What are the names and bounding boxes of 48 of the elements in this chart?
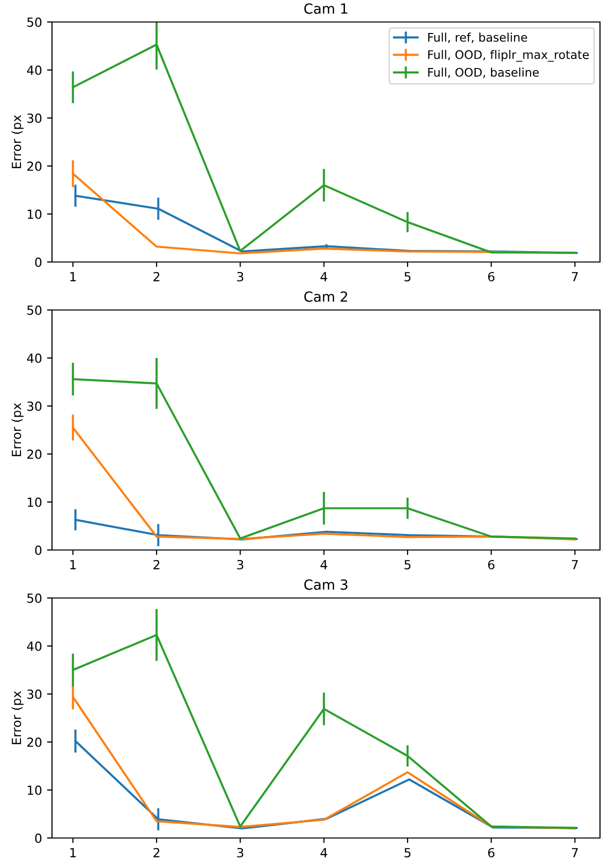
y-tick-label: 40 <box>26 353 42 363</box>
x-tick-label: 3 <box>237 848 244 858</box>
y-tick-label: 0 <box>35 545 42 555</box>
x-tick-label: 4 <box>320 272 328 282</box>
y-axis-title: Error (px <box>12 691 24 744</box>
x-tick-label: 6 <box>488 560 494 570</box>
x-tick-label: 7 <box>572 848 578 858</box>
x-tick-label: 4 <box>320 560 328 570</box>
legend-label: Full, ref, baseline <box>428 32 528 43</box>
y-tick-label: 40 <box>26 65 42 75</box>
y-tick-label: 50 <box>27 17 42 27</box>
x-tick-label: 6 <box>488 272 494 282</box>
x-tick-label: 7 <box>572 272 578 282</box>
y-tick-label: 30 <box>27 689 42 699</box>
x-tick-label: 5 <box>404 560 410 570</box>
y-tick-label: 50 <box>27 593 42 603</box>
y-tick-label: 10 <box>28 209 42 219</box>
y-tick-label: 0 <box>35 833 42 843</box>
x-tick-label: 1 <box>70 848 76 858</box>
legend-label: Full, OOD, fliplr_max_rotate <box>428 50 589 62</box>
y-axis-title: Error (px <box>12 403 24 456</box>
y-tick-label: 20 <box>27 161 42 171</box>
y-tick-label: 20 <box>27 737 42 747</box>
x-tick-label: 2 <box>154 272 160 282</box>
x-tick-label: 2 <box>154 560 160 570</box>
chart-title: Cam 3 <box>304 579 348 590</box>
y-tick-label: 30 <box>27 401 42 411</box>
x-tick-label: 1 <box>70 272 76 282</box>
x-tick-label: 3 <box>237 560 244 570</box>
y-tick-label: 10 <box>28 785 42 795</box>
y-tick-label: 40 <box>26 641 42 651</box>
chart-title: Cam 2 <box>304 291 348 302</box>
chart-title: Cam 1 <box>304 3 348 14</box>
y-tick-label: 50 <box>27 305 42 315</box>
x-tick-label: 2 <box>154 848 160 858</box>
x-tick-label: 4 <box>320 848 328 858</box>
y-tick-label: 30 <box>27 113 42 123</box>
y-axis-title: Error (px <box>12 115 24 168</box>
x-tick-label: 7 <box>572 560 578 570</box>
y-tick-label: 10 <box>28 497 42 507</box>
x-tick-label: 5 <box>404 272 410 282</box>
x-tick-label: 5 <box>404 848 410 858</box>
x-tick-label: 1 <box>70 560 76 570</box>
y-tick-label: 0 <box>35 257 42 267</box>
y-tick-label: 20 <box>27 449 42 459</box>
x-tick-label: 6 <box>488 848 494 858</box>
legend-label: Full, OOD, baseline <box>428 68 539 78</box>
x-tick-label: 3 <box>237 272 244 282</box>
